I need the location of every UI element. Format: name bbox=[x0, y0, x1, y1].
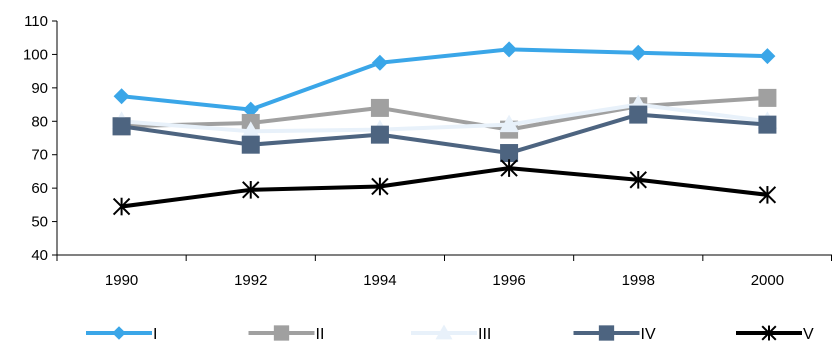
y-tick-label: 90 bbox=[31, 80, 48, 97]
data-point bbox=[240, 121, 261, 139]
legend-marker bbox=[273, 325, 290, 341]
data-point bbox=[370, 125, 389, 144]
y-tick-label: 50 bbox=[31, 214, 48, 231]
data-point bbox=[242, 181, 260, 199]
legend-label: I bbox=[153, 326, 157, 343]
data-point bbox=[371, 177, 389, 196]
legend-label: II bbox=[316, 326, 325, 343]
y-tick-label: 110 bbox=[24, 13, 48, 30]
data-point bbox=[501, 41, 518, 58]
data-point bbox=[629, 170, 647, 189]
x-tick-label: 1998 bbox=[622, 272, 655, 289]
data-point bbox=[758, 115, 777, 134]
data-point bbox=[242, 101, 259, 118]
data-point bbox=[759, 48, 776, 65]
data-point bbox=[370, 98, 389, 117]
data-point bbox=[499, 114, 520, 133]
y-tick-label: 60 bbox=[31, 180, 48, 197]
legend-item-IV: IV bbox=[573, 325, 656, 343]
legend-label: III bbox=[478, 326, 491, 343]
data-point bbox=[758, 88, 777, 107]
legend-item-III: III bbox=[411, 324, 491, 343]
series-line bbox=[121, 166, 768, 209]
data-point bbox=[758, 186, 777, 204]
series-II bbox=[112, 88, 777, 139]
series-line bbox=[121, 112, 768, 156]
series-V bbox=[112, 159, 777, 216]
data-point bbox=[371, 54, 388, 71]
series-IV bbox=[112, 105, 777, 163]
legend-marker bbox=[435, 324, 453, 340]
data-point bbox=[630, 44, 647, 61]
legend-marker bbox=[598, 325, 615, 341]
y-tick-label: 80 bbox=[31, 113, 48, 130]
data-point bbox=[500, 144, 519, 163]
data-point bbox=[112, 117, 131, 136]
series-line bbox=[121, 102, 768, 134]
chart-axes: 40 50 60 70 80 90 100 110 1990 1992 1994 1996 1998 20… bbox=[23, 13, 832, 289]
legend-marker bbox=[112, 326, 126, 340]
legend-label: IV bbox=[641, 326, 656, 343]
data-point bbox=[629, 105, 648, 124]
data-point bbox=[113, 88, 130, 105]
y-tick-label: 70 bbox=[31, 147, 48, 164]
y-tick-label: 40 bbox=[31, 247, 48, 264]
x-tick-label: 1996 bbox=[492, 272, 525, 289]
legend-item-V: V bbox=[736, 325, 814, 343]
legend-marker bbox=[761, 325, 777, 341]
data-point bbox=[241, 135, 260, 154]
x-tick-label: 1994 bbox=[363, 272, 396, 289]
x-tick-label: 1992 bbox=[234, 272, 267, 289]
series-line bbox=[121, 47, 768, 112]
x-tick-label: 2000 bbox=[751, 272, 784, 289]
chart-series bbox=[111, 41, 778, 216]
legend-item-I: I bbox=[86, 326, 157, 343]
series-I bbox=[113, 41, 776, 118]
legend-label: V bbox=[803, 326, 814, 343]
chart-legend: I II III IV V bbox=[86, 324, 814, 343]
data-point bbox=[112, 197, 131, 216]
data-point bbox=[500, 159, 518, 177]
y-tick-label: 100 bbox=[23, 46, 48, 63]
legend-item-II: II bbox=[248, 325, 325, 343]
series-line bbox=[121, 95, 768, 132]
x-tick-label: 1990 bbox=[105, 272, 138, 289]
